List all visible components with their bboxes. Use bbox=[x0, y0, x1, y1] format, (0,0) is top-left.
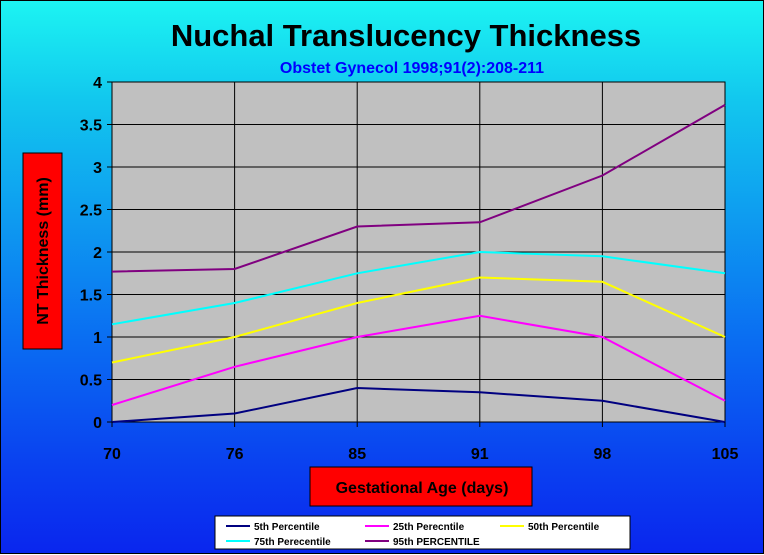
series-line-1 bbox=[111, 386, 726, 423]
x-axis-ticks: 70 76 85 91 98 105 bbox=[103, 422, 738, 463]
y-tick-label: 0.5 bbox=[80, 373, 102, 390]
x-tick-label: 70 bbox=[103, 446, 121, 463]
y-axis-label-box bbox=[22, 152, 63, 350]
x-tick-label: 98 bbox=[594, 446, 612, 463]
x-tick-label: 85 bbox=[348, 446, 366, 463]
series-line-3 bbox=[111, 276, 726, 364]
series-line-5 bbox=[111, 104, 726, 273]
legend-label: 95th PERCENTILE bbox=[393, 537, 480, 548]
legend-label: 50th Percentile bbox=[528, 522, 600, 533]
y-tick-label: 1.5 bbox=[80, 288, 102, 305]
y-tick-label: 1 bbox=[93, 330, 102, 347]
y-tick-label: 3 bbox=[93, 160, 102, 177]
y-axis-ticks: 0 0.5 1 1.5 2 2.5 3 3.5 4 bbox=[80, 75, 112, 432]
legend-label: 5th Percentile bbox=[254, 522, 320, 533]
x-axis-label: Gestational Age (days) bbox=[336, 480, 509, 497]
series-line-2 bbox=[111, 314, 726, 406]
legend-label: 25th Perecntile bbox=[393, 522, 465, 533]
y-tick-label: 4 bbox=[93, 75, 102, 92]
y-tick-label: 0 bbox=[93, 415, 102, 432]
x-tick-label: 76 bbox=[226, 446, 244, 463]
series-line-4 bbox=[111, 250, 726, 326]
x-tick-label: 91 bbox=[471, 446, 489, 463]
legend-label: 75th Perecentile bbox=[254, 537, 331, 548]
legend bbox=[214, 515, 631, 550]
chart-subtitle: Obstet Gynecol 1998;91(2):208-211 bbox=[280, 60, 544, 77]
legend-entries: 5th Percentile 25th Perecntile 50th Percen… bbox=[226, 522, 600, 548]
y-axis-label: NT Thickness (mm) bbox=[35, 177, 52, 325]
y-tick-label: 2 bbox=[93, 245, 102, 262]
chart-title: Nuchal Translucency Thickness bbox=[171, 18, 641, 53]
x-tick-label: 105 bbox=[712, 446, 739, 463]
y-tick-label: 3.5 bbox=[80, 118, 102, 135]
series-lines bbox=[111, 104, 726, 423]
y-tick-label: 2.5 bbox=[80, 203, 102, 220]
x-axis-label-box bbox=[309, 466, 533, 507]
